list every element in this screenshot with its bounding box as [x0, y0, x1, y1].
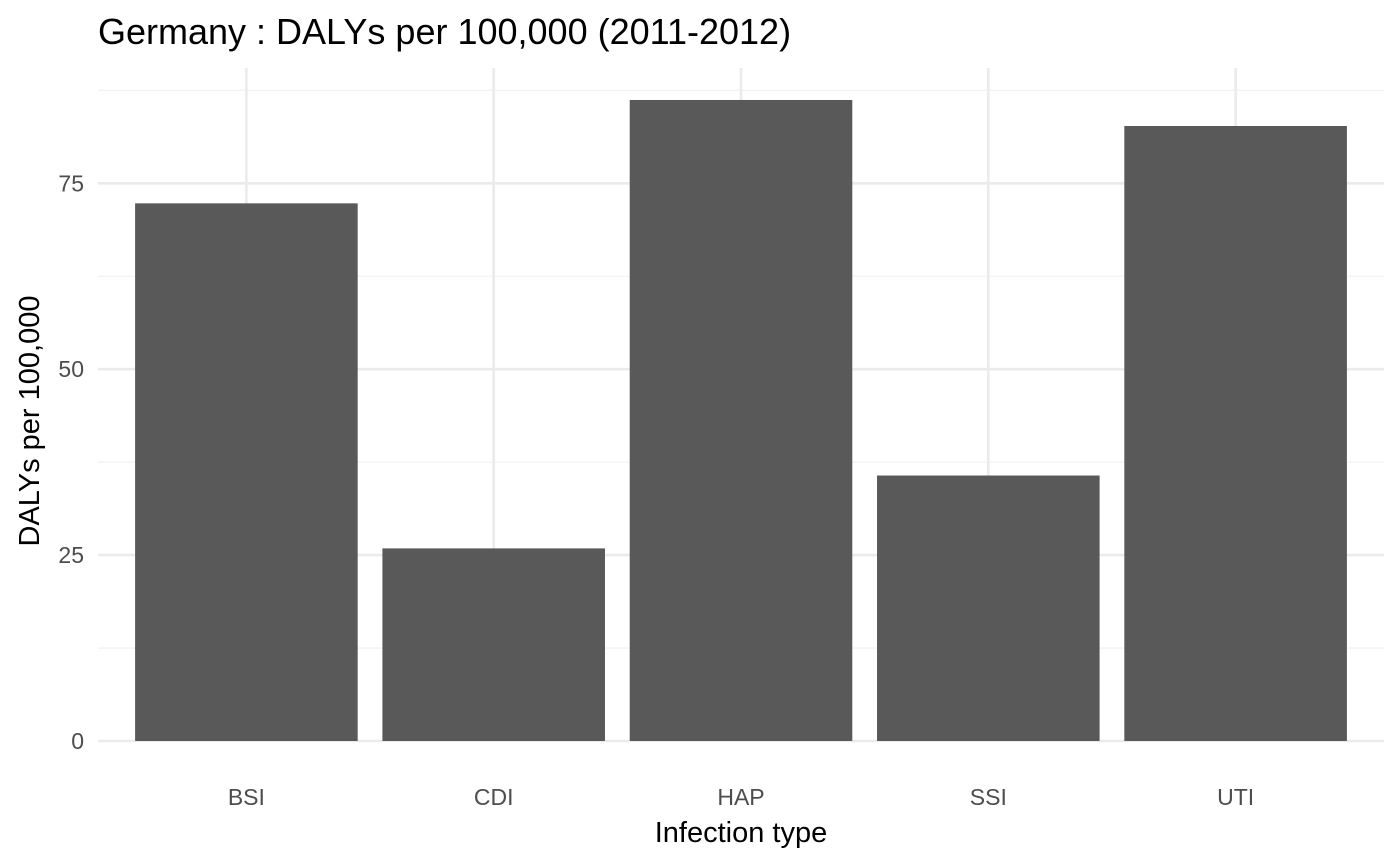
bar-bsi — [135, 203, 358, 742]
bar-uti — [1124, 126, 1347, 742]
x-tick-label: BSI — [228, 784, 265, 810]
y-tick-label: 75 — [58, 170, 84, 196]
bar-ssi — [877, 475, 1100, 741]
y-tick-label: 50 — [58, 356, 84, 382]
bars-layer — [135, 99, 1347, 742]
x-tick-labels: BSI CDI HAP SSI UTI — [228, 784, 1254, 810]
x-axis-title: Infection type — [655, 817, 828, 849]
bar-cdi — [382, 548, 605, 741]
bar-hap — [629, 99, 853, 741]
x-tick-label: CDI — [474, 784, 514, 810]
y-tick-label: 25 — [58, 542, 84, 568]
chart-title: Germany : DALYs per 100,000 (2011-2012) — [98, 11, 791, 52]
x-tick-label: SSI — [970, 784, 1007, 810]
y-tick-labels: 0 25 50 75 — [58, 170, 84, 754]
x-tick-label: HAP — [717, 784, 764, 810]
y-tick-label: 0 — [71, 728, 84, 754]
x-tick-label: UTI — [1217, 784, 1254, 810]
y-axis-title: DALYs per 100,000 — [14, 296, 46, 547]
